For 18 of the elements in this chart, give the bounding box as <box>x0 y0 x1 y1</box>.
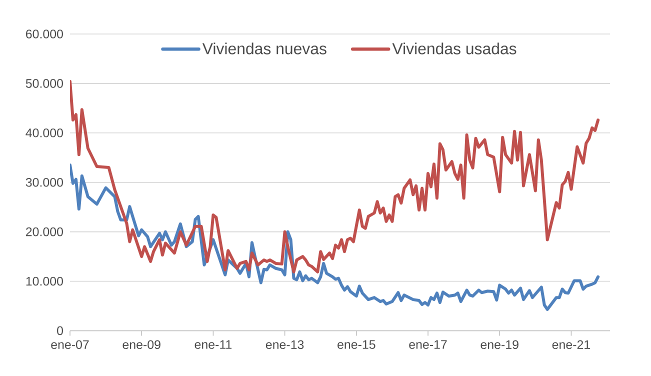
x-tick-label: ene-07 <box>51 340 89 350</box>
x-tick-label: ene-15 <box>338 340 376 349</box>
y-tick-label: 50.000 <box>26 79 63 88</box>
y-tick-label: 0 <box>57 326 63 336</box>
y-tick-label: 40.000 <box>26 128 63 138</box>
x-tick-label: ene-19 <box>480 340 518 350</box>
x-tick-label: ene-09 <box>122 340 160 350</box>
y-tick-label: 30.000 <box>26 178 63 187</box>
legend-label: Viviendas nuevas <box>202 42 326 54</box>
y-tick-label: 10.000 <box>26 276 63 286</box>
legend-label: Viviendas usadas <box>392 42 516 54</box>
x-tick-label: ene-11 <box>194 340 232 349</box>
x-tick-label: ene-17 <box>409 340 447 349</box>
x-tick-label: ene-13 <box>266 340 304 350</box>
line-series <box>70 164 600 311</box>
y-tick-label: 60.000 <box>26 30 63 38</box>
y-tick-label: 20.000 <box>26 227 63 236</box>
x-tick-label: ene-21 <box>552 340 590 350</box>
